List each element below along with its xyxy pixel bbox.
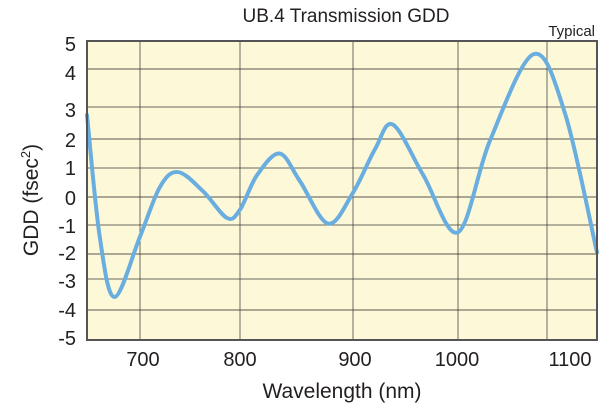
typical-annotation: Typical [548, 23, 595, 40]
x-tick-label: 1100 [548, 349, 591, 371]
x-axis-label: Wavelength (nm) [262, 380, 421, 403]
y-tick-label: 1 [65, 158, 76, 180]
y-tick-label: -1 [58, 216, 76, 238]
y-tick-label: -4 [58, 300, 76, 322]
y-tick-label: 5 [65, 34, 76, 56]
y-tick-label: 3 [65, 100, 76, 122]
y-axis-label-main: GDD (fsec [20, 158, 43, 256]
x-tick-label: 1000 [435, 349, 480, 371]
y-axis-label: GDD (fsec2) [18, 144, 43, 256]
x-tick-label: 900 [338, 349, 371, 371]
gdd-series-line [85, 51, 599, 299]
y-tick-label: -2 [58, 243, 76, 265]
x-tick-label: 800 [223, 349, 256, 371]
x-tick-label: 700 [126, 349, 159, 371]
plot-frame [86, 40, 598, 341]
y-tick-label: 0 [65, 188, 76, 210]
y-tick-labels: 5 4 3 2 1 0 -1 -2 -3 -4 -5 [58, 34, 76, 350]
y-tick-label: 4 [65, 63, 76, 85]
chart-title: UB.4 Transmission GDD [243, 6, 450, 27]
y-tick-label: -3 [58, 271, 76, 293]
y-axis-label-close: ) [20, 144, 43, 151]
plot-area [87, 41, 597, 340]
x-tick-labels: 700 800 900 1000 1100 [126, 349, 591, 371]
y-tick-label: 2 [65, 130, 76, 152]
y-tick-label: -5 [58, 328, 76, 350]
grid-lines [87, 41, 597, 340]
y-axis-label-sup: 2 [18, 151, 33, 158]
